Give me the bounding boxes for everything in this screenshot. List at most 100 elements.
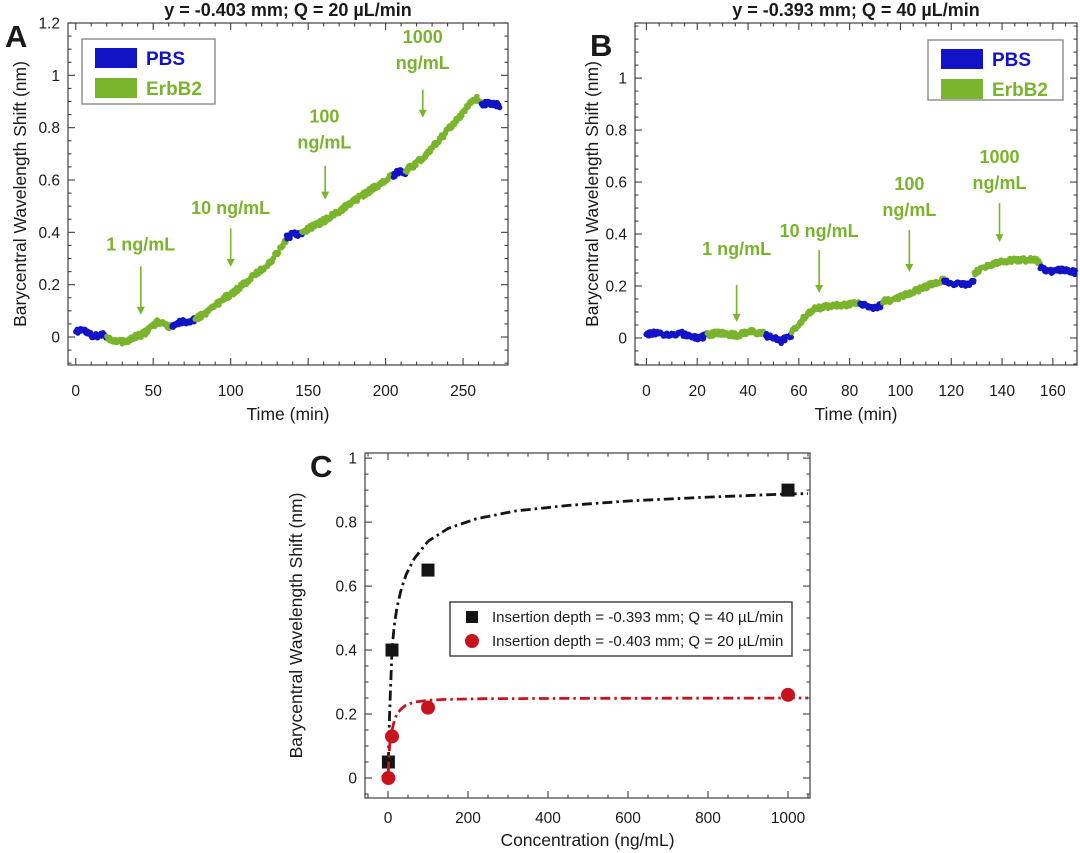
y-tick-label: 0.4 [335, 643, 357, 660]
series-pbs-dots [390, 167, 409, 180]
legend-label: PBS [992, 50, 1031, 71]
legend-swatch [95, 48, 137, 68]
x-tick-label: 80 [841, 383, 859, 400]
x-axis-label: Time (min) [815, 404, 898, 424]
y-tick-label: 0.8 [605, 123, 627, 140]
panel-letter: C [310, 449, 332, 484]
series-erbb2-dots [971, 254, 1043, 278]
y-tick-label: 0.8 [38, 120, 60, 137]
y-tick-label: 0.6 [38, 173, 60, 190]
legend: Insertion depth = -0.393 mm; Q = 40 µL/m… [449, 601, 793, 657]
annotation-arrow-head [226, 258, 235, 267]
annotation-label: 1 ng/mL [106, 235, 175, 255]
x-tick-label: 200 [373, 383, 399, 400]
x-tick-label: 0 [71, 383, 80, 400]
annotation-label: 1 ng/mL [702, 239, 771, 259]
legend-marker-circle [465, 634, 479, 648]
data-point-circle [781, 687, 795, 702]
annotation-label: 1000 [979, 147, 1019, 167]
y-tick-label: 0 [348, 771, 357, 788]
annotation-arrow-head [995, 234, 1004, 243]
annotation-arrow-head [815, 285, 824, 294]
y-tick-label: 0.2 [605, 278, 627, 295]
data-point-circle [421, 700, 435, 715]
x-tick-label: 800 [695, 810, 721, 827]
data-point-circle [385, 729, 399, 744]
series-pbs-dots [73, 326, 110, 341]
y-tick-label: 0.6 [335, 579, 357, 596]
x-tick-label: 1000 [771, 810, 806, 827]
x-tick-label: 50 [145, 383, 163, 400]
y-tick-label: 0.2 [38, 277, 60, 294]
annotation-label: 1000 [403, 27, 443, 47]
y-axis-label: Barycentral Wavelength Shift (nm) [286, 493, 306, 759]
series-erbb2-dots [299, 171, 397, 236]
y-axis-label: Barycentral Wavelength Shift (nm) [582, 61, 602, 327]
concentration-annotations: 1 ng/mL 10 ng/mL 100 ng/mL 1000 ng/mL [702, 147, 1027, 322]
y-tick-label: 1 [348, 451, 357, 468]
data-point-square [421, 563, 435, 577]
y-tick-label: 0 [618, 330, 627, 347]
panel-title: y = -0.393 mm; Q = 40 µL/min [732, 0, 979, 20]
panel-title: y = -0.403 mm; Q = 20 µL/min [164, 0, 411, 20]
legend-label: ErbB2 [146, 79, 202, 100]
panel-c-chart: 0 200 400 600 800 1000 0 0.2 0.4 0.6 0.8 1 Concentra… [286, 449, 811, 850]
x-axis-label: Concentration (ng/mL) [500, 830, 674, 850]
annotation-label: 10 ng/mL [780, 221, 859, 241]
fit-curve [386, 696, 808, 772]
series-erbb2-dots [402, 93, 484, 175]
annotation-arrow-head [905, 263, 914, 272]
annotation-label: ng/mL [882, 200, 936, 220]
y-tick-label: 0.8 [335, 515, 357, 532]
x-tick-label: 120 [938, 383, 964, 400]
series-erbb2-dots [104, 317, 175, 347]
data-point-square [781, 483, 795, 497]
axis-ticks [635, 23, 1077, 365]
x-axis-label: Time (min) [247, 404, 330, 424]
legend: PBS ErbB2 [81, 38, 216, 105]
panel-letter: A [5, 19, 27, 54]
annotation-label: ng/mL [973, 173, 1027, 193]
x-tick-label: 400 [535, 810, 561, 827]
series-erbb2-dots [704, 326, 768, 341]
x-tick-label: 140 [989, 383, 1015, 400]
data-point-circle [381, 771, 396, 786]
annotation-label: 100 [309, 106, 339, 126]
legend-swatch [941, 49, 983, 69]
annotation-label: 100 [894, 174, 924, 194]
x-tick-label: 250 [450, 383, 476, 400]
annotation-arrow-head [136, 306, 145, 315]
y-tick-label: 1 [51, 68, 60, 85]
x-tick-label: 100 [218, 383, 244, 400]
panel-a-chart: 0 50 100 150 200 250 0 0.2 0.4 0.6 0.8 1 1.2 y = -0.4… [5, 0, 509, 424]
y-tick-label: 0.4 [38, 225, 60, 242]
series-erbb2-dots [880, 275, 947, 306]
legend-marker-square [466, 611, 478, 623]
x-tick-label: 40 [739, 383, 757, 400]
x-tick-label: 0 [384, 810, 393, 827]
series-erbb2-dots [192, 234, 290, 323]
legend-swatch [95, 78, 137, 98]
y-tick-label: 0.2 [335, 707, 357, 724]
x-tick-label: 200 [455, 810, 481, 827]
annotation-label: 10 ng/mL [191, 198, 270, 218]
y-tick-label: 1 [618, 71, 627, 88]
annotation-arrow-head [732, 313, 741, 322]
axis-ticks [68, 22, 508, 365]
annotation-arrow-head [418, 109, 427, 118]
axis-ticks [365, 453, 810, 798]
x-tick-label: 100 [888, 383, 914, 400]
legend-label: PBS [146, 49, 185, 70]
panel-letter: B [590, 28, 612, 63]
concentration-annotations: 1 ng/mL 10 ng/mL 100 ng/mL 1000 ng/mL [106, 27, 450, 315]
series-pbs-dots [1037, 263, 1079, 278]
x-tick-label: 160 [1040, 383, 1066, 400]
x-tick-label: 60 [790, 383, 808, 400]
series-pbs-dots [478, 98, 503, 111]
legend-label: Insertion depth = -0.403 mm; Q = 20 µL/m… [492, 633, 783, 650]
legend-box [449, 601, 793, 657]
annotation-label: ng/mL [396, 53, 450, 73]
data-point-square [385, 643, 399, 657]
y-tick-label: 1.2 [38, 16, 60, 33]
